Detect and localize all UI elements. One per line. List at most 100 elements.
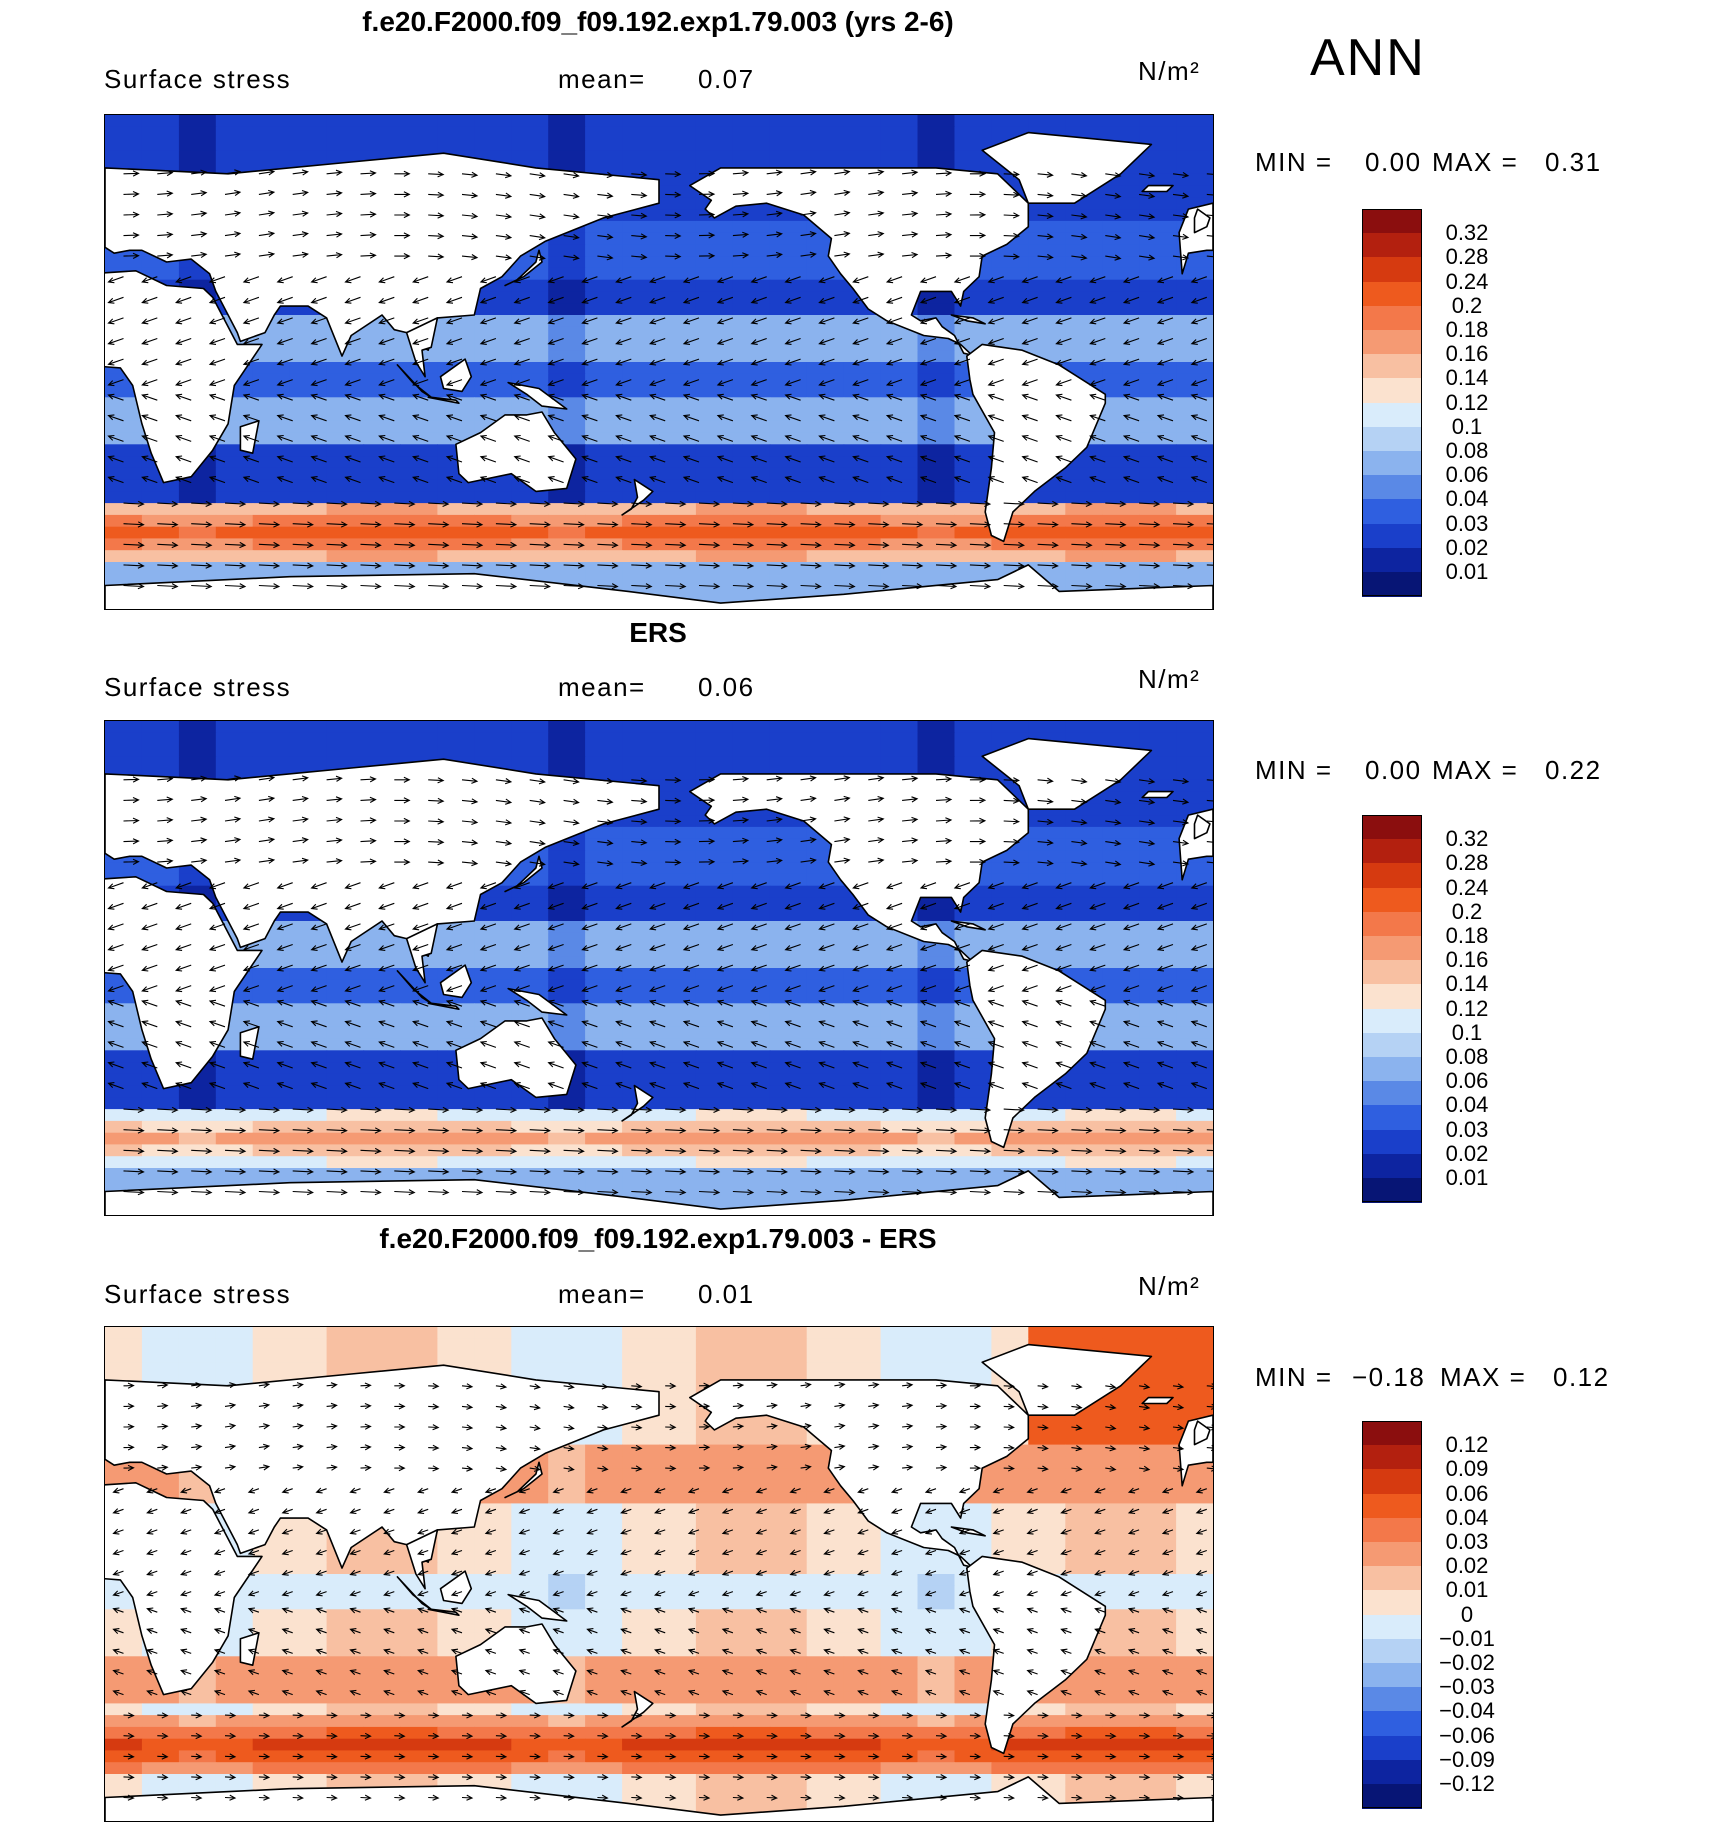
field-cell — [585, 721, 623, 733]
field-cell — [364, 1168, 402, 1180]
field-cell — [290, 1339, 328, 1351]
field-cell — [1139, 721, 1177, 733]
field-cell — [696, 933, 734, 945]
field-cell — [696, 862, 734, 874]
field-cell — [401, 550, 439, 562]
field-cell — [622, 127, 660, 139]
field-cell — [327, 115, 365, 127]
field-cell — [216, 515, 254, 527]
field-cell — [142, 1086, 180, 1098]
field-cell — [659, 1086, 697, 1098]
field-cell — [253, 745, 291, 757]
field-cell — [844, 1621, 882, 1633]
field-cell — [733, 433, 771, 445]
field-cell — [1065, 1421, 1103, 1433]
field-cell — [622, 768, 660, 780]
field-cell — [622, 1180, 660, 1192]
field-cell — [1102, 1109, 1140, 1121]
field-cell — [918, 491, 956, 503]
field-cell — [881, 350, 919, 362]
field-cell — [955, 456, 993, 468]
field-cell — [548, 1574, 586, 1586]
field-cell — [290, 444, 328, 456]
field-cell — [364, 1551, 402, 1563]
field-cell — [474, 303, 512, 315]
field-cell — [1102, 433, 1140, 445]
field-cell — [511, 139, 549, 151]
field-cell — [364, 733, 402, 745]
field-cell — [1176, 1374, 1213, 1386]
field-cell — [659, 886, 697, 898]
field-cell — [844, 386, 882, 398]
field-cell — [918, 1086, 956, 1098]
field-cell — [807, 303, 845, 315]
field-cell — [844, 980, 882, 992]
field-cell — [105, 150, 143, 162]
field-cell — [1176, 792, 1213, 804]
field-cell — [1102, 1468, 1140, 1480]
field-cell — [1139, 992, 1177, 1004]
field-cell — [585, 1086, 623, 1098]
field-cell — [659, 1574, 697, 1586]
field-cell — [401, 1097, 439, 1109]
field-cell — [918, 1668, 956, 1680]
field-cell — [290, 1062, 328, 1074]
field-cell — [364, 1562, 402, 1574]
field-cell — [807, 150, 845, 162]
colorbar-label: 0.28 — [1432, 850, 1502, 876]
field-cell — [844, 968, 882, 980]
field-cell — [770, 221, 808, 233]
field-cell — [770, 1133, 808, 1145]
field-cell — [105, 1656, 143, 1668]
field-cell — [105, 127, 143, 139]
field-cell — [1176, 1086, 1213, 1098]
field-cell — [659, 362, 697, 374]
field-cell — [1065, 1445, 1103, 1457]
field-cell — [253, 397, 291, 409]
field-cell — [696, 1515, 734, 1527]
field-cell — [1065, 280, 1103, 292]
field-cell — [733, 850, 771, 862]
field-cell — [327, 1050, 365, 1062]
field-cell — [511, 1168, 549, 1180]
field-cell — [216, 491, 254, 503]
field-cell — [659, 139, 697, 151]
field-cell — [585, 503, 623, 515]
field-cell — [770, 1003, 808, 1015]
field-cell — [585, 1050, 623, 1062]
field-cell — [807, 968, 845, 980]
field-cell — [401, 1074, 439, 1086]
field-cell — [364, 1668, 402, 1680]
field-cell — [807, 362, 845, 374]
field-cell — [918, 1574, 956, 1586]
field-cell — [733, 733, 771, 745]
field-cell — [659, 574, 697, 586]
field-cell — [585, 1574, 623, 1586]
field-cell — [622, 362, 660, 374]
colorbar-label: 0.1 — [1432, 414, 1502, 440]
field-cell — [659, 733, 697, 745]
field-cell — [622, 1374, 660, 1386]
field-cell — [881, 1039, 919, 1051]
field-cell — [770, 1492, 808, 1504]
field-cell — [807, 1362, 845, 1374]
field-cell — [844, 1633, 882, 1645]
colorbar-label: 0.01 — [1432, 1165, 1502, 1191]
field-cell — [585, 933, 623, 945]
field-cell — [179, 127, 217, 139]
field-cell — [659, 1351, 697, 1363]
field-cell — [881, 1050, 919, 1062]
field-cell — [659, 945, 697, 957]
field-cell — [1028, 862, 1066, 874]
field-cell — [1139, 1598, 1177, 1610]
field-cell — [364, 1003, 402, 1015]
field-cell — [770, 1027, 808, 1039]
field-cell — [622, 897, 660, 909]
field-cell — [733, 350, 771, 362]
field-cell — [1139, 1027, 1177, 1039]
field-cell — [918, 1586, 956, 1598]
field-cell — [659, 992, 697, 1004]
field-cell — [622, 221, 660, 233]
field-cell — [1065, 1156, 1103, 1168]
field-cell — [585, 1562, 623, 1574]
